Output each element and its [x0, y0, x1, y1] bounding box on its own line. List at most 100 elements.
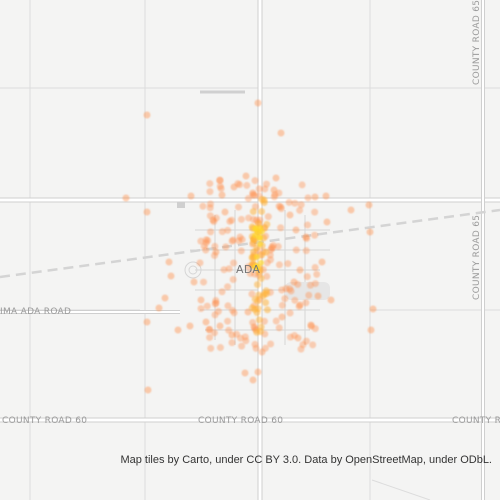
road-label: COUNTY ROAD 65 — [472, 0, 482, 85]
dot — [282, 285, 290, 293]
dot — [216, 344, 224, 352]
dot — [305, 291, 313, 299]
dot — [277, 129, 285, 137]
dot — [254, 264, 261, 271]
incident-dots — [122, 99, 377, 394]
dot — [257, 240, 264, 247]
dot — [252, 344, 260, 352]
dot — [253, 253, 260, 260]
dot — [249, 376, 257, 384]
dot — [284, 260, 292, 268]
dot — [207, 344, 215, 352]
dot — [174, 326, 182, 334]
dot — [241, 369, 249, 377]
dot — [314, 292, 322, 300]
dot — [313, 270, 321, 278]
dot — [256, 327, 264, 335]
dot — [249, 208, 257, 216]
dot — [206, 333, 214, 341]
dot — [297, 201, 305, 209]
dot — [263, 220, 271, 228]
dot — [303, 235, 311, 243]
dot — [309, 341, 317, 349]
dot — [311, 280, 319, 288]
dot — [318, 258, 326, 266]
dot — [322, 192, 330, 200]
dot — [365, 201, 373, 209]
dot — [216, 182, 224, 190]
dot — [230, 259, 238, 267]
dot — [210, 252, 218, 260]
dot — [285, 198, 293, 206]
dot — [272, 317, 280, 325]
dot — [255, 185, 263, 193]
dot — [250, 323, 258, 331]
dot — [238, 342, 246, 350]
dot — [202, 318, 210, 326]
dot — [212, 214, 220, 222]
dot — [233, 330, 241, 338]
dot — [257, 225, 264, 232]
dot — [367, 326, 375, 334]
road-label: COUNTY ROAD 60 — [198, 416, 283, 426]
dot — [207, 228, 215, 236]
road-label: IMA ADA ROAD — [0, 307, 71, 317]
dot — [292, 226, 300, 234]
dot — [167, 272, 175, 280]
dot — [143, 208, 151, 216]
dot — [304, 221, 312, 229]
dot — [228, 339, 236, 347]
dot — [236, 181, 244, 189]
dot — [254, 99, 262, 107]
dot — [302, 299, 310, 307]
dot — [205, 326, 213, 334]
dot — [200, 278, 208, 286]
dot — [302, 337, 310, 345]
dot — [257, 275, 265, 283]
dot — [211, 242, 219, 250]
dot — [263, 306, 271, 314]
dot — [262, 290, 270, 298]
dot — [323, 218, 331, 226]
dot — [225, 265, 233, 273]
dot — [277, 224, 285, 232]
dot — [199, 202, 207, 210]
dot — [277, 205, 285, 213]
dot — [258, 208, 266, 216]
dot — [261, 185, 269, 193]
dot — [311, 231, 319, 239]
dot — [203, 302, 211, 310]
dot — [200, 242, 208, 250]
dot — [243, 181, 251, 189]
dot — [143, 111, 151, 119]
dot — [262, 299, 270, 307]
dot — [278, 301, 286, 309]
dot — [248, 290, 256, 298]
dot — [266, 256, 274, 264]
dot — [218, 288, 226, 296]
dot — [296, 266, 304, 274]
dot — [264, 213, 272, 221]
dot — [206, 212, 214, 220]
dot — [291, 296, 299, 304]
dot — [225, 326, 233, 334]
dot — [144, 386, 152, 394]
dot — [242, 172, 250, 180]
dot — [281, 295, 289, 303]
dot — [190, 278, 198, 286]
dot — [369, 305, 377, 313]
dot — [254, 368, 262, 376]
dot — [237, 247, 245, 255]
dot — [224, 226, 232, 234]
dot — [206, 180, 214, 188]
dot — [228, 306, 236, 314]
attribution: Map tiles by Carto, under CC BY 3.0. Dat… — [120, 454, 492, 466]
dot — [229, 276, 237, 284]
dot — [186, 322, 194, 330]
dot — [196, 259, 204, 267]
dot — [275, 261, 283, 269]
dot — [251, 177, 259, 185]
dot — [235, 203, 243, 211]
dot — [212, 297, 220, 305]
dot — [304, 194, 312, 202]
